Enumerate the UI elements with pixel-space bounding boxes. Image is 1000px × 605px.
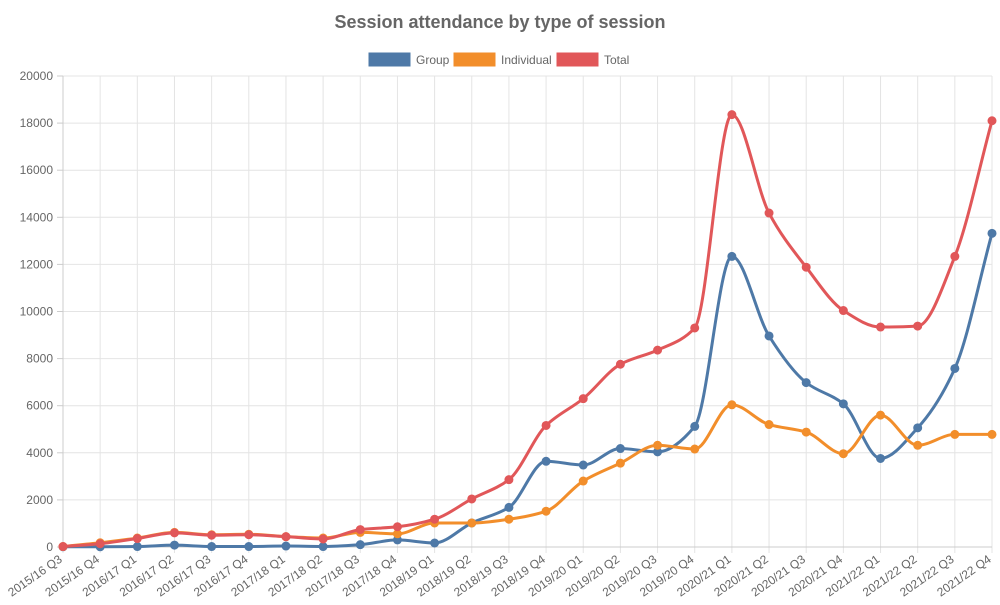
legend: Group Individual Total	[368, 52, 629, 67]
data-point	[950, 363, 960, 373]
data-point	[913, 423, 923, 433]
data-point	[801, 427, 811, 437]
y-tick-label: 6000	[26, 399, 53, 413]
data-point	[615, 444, 625, 454]
data-point	[95, 539, 105, 549]
series-line-individual	[61, 403, 994, 549]
data-point	[913, 440, 923, 450]
data-point	[653, 440, 663, 450]
data-point	[690, 444, 700, 454]
series-layer	[58, 110, 997, 552]
y-tick-label: 8000	[26, 352, 53, 366]
data-point	[318, 542, 328, 552]
data-point	[430, 538, 440, 548]
data-point	[727, 251, 737, 261]
data-point	[132, 534, 142, 544]
y-tick-label: 18000	[20, 116, 54, 130]
data-point	[615, 458, 625, 468]
data-point	[653, 345, 663, 355]
data-point	[987, 116, 997, 126]
y-tick-label: 0	[46, 540, 53, 554]
y-tick-label: 14000	[20, 210, 54, 224]
data-point	[987, 429, 997, 439]
data-point	[950, 429, 960, 439]
data-point	[430, 514, 440, 524]
data-point	[876, 322, 886, 332]
data-point	[504, 475, 514, 485]
data-point	[355, 540, 365, 550]
series-total	[58, 110, 997, 552]
data-point	[764, 208, 774, 218]
data-point	[801, 262, 811, 272]
data-point	[578, 394, 588, 404]
data-point	[504, 502, 514, 512]
data-point	[541, 506, 551, 516]
data-point	[467, 518, 477, 528]
data-point	[838, 449, 848, 459]
data-point	[578, 460, 588, 470]
legend-label-group: Group	[416, 53, 450, 67]
legend-swatch-total	[556, 52, 599, 67]
data-point	[207, 530, 217, 540]
data-point	[281, 541, 291, 551]
legend-label-individual: Individual	[501, 53, 552, 67]
data-point	[578, 476, 588, 486]
data-point	[244, 542, 254, 552]
data-point	[169, 540, 179, 550]
data-point	[541, 456, 551, 466]
data-point	[727, 400, 737, 410]
data-point	[876, 453, 886, 463]
data-point	[838, 306, 848, 316]
data-point	[244, 530, 254, 540]
y-tick-label: 10000	[20, 305, 54, 319]
data-point	[504, 514, 514, 524]
data-point	[169, 528, 179, 538]
legend-swatch-individual	[453, 52, 496, 67]
data-point	[690, 421, 700, 431]
data-point	[355, 525, 365, 535]
legend-label-total: Total	[604, 53, 629, 67]
data-point	[838, 399, 848, 409]
data-point	[876, 410, 886, 420]
data-point	[132, 542, 142, 552]
data-point	[281, 532, 291, 542]
legend-swatch-group	[368, 52, 411, 67]
y-tick-label: 20000	[20, 69, 54, 83]
data-point	[801, 378, 811, 388]
data-point	[987, 228, 997, 238]
y-tick-label: 16000	[20, 163, 54, 177]
y-tick-label: 2000	[26, 493, 53, 507]
data-point	[58, 542, 68, 552]
data-point	[950, 251, 960, 261]
data-point	[467, 494, 477, 504]
data-point	[615, 359, 625, 369]
data-point	[764, 331, 774, 341]
data-point	[207, 542, 217, 552]
series-group	[58, 228, 997, 552]
data-point	[727, 110, 737, 120]
chart-title: Session attendance by type of session	[334, 12, 665, 32]
data-point	[913, 321, 923, 331]
data-point	[764, 420, 774, 430]
data-point	[392, 522, 402, 532]
data-point	[541, 420, 551, 430]
data-point	[318, 534, 328, 544]
y-tick-label: 4000	[26, 446, 53, 460]
data-point	[690, 323, 700, 333]
y-tick-label: 12000	[20, 257, 54, 271]
